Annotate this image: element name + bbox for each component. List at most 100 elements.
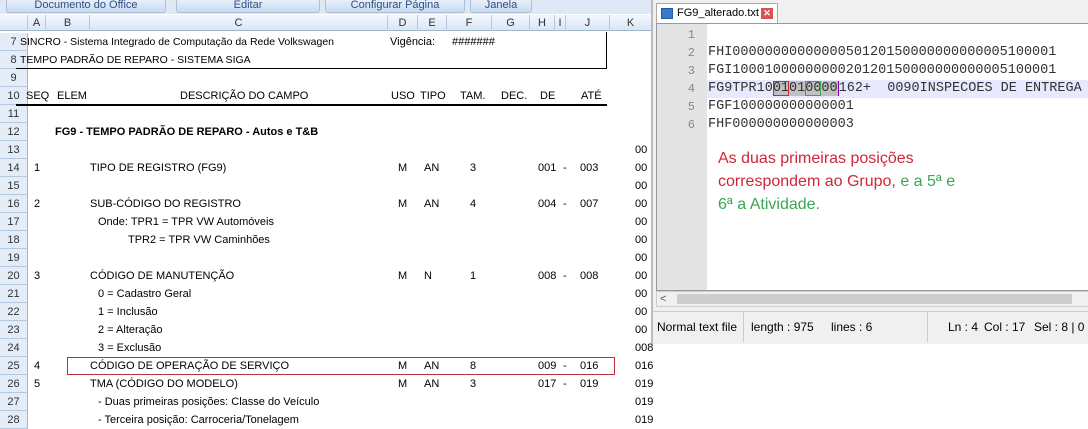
cell-ate[interactable]: 003: [580, 162, 599, 174]
cell-tipo[interactable]: AN: [424, 162, 440, 174]
row-header[interactable]: 19: [0, 249, 28, 267]
cell-sub[interactable]: 0 = Cadastro Geral: [98, 288, 192, 300]
row-header[interactable]: 18: [0, 231, 28, 249]
select-all-corner[interactable]: [0, 15, 28, 31]
cell-ate[interactable]: 008: [580, 270, 599, 282]
column-header-j[interactable]: J: [566, 15, 610, 31]
cell-tam[interactable]: 4: [470, 198, 477, 210]
menu-editar[interactable]: Editar: [176, 0, 320, 13]
row-header[interactable]: 24: [0, 339, 28, 357]
cell-seq[interactable]: 3: [34, 270, 41, 282]
cell-uso[interactable]: M: [398, 198, 408, 210]
row-header[interactable]: 21: [0, 285, 28, 303]
menu-configurar-pagina[interactable]: Configurar Página: [325, 0, 465, 13]
row-header[interactable]: 25: [0, 357, 28, 375]
cell-k[interactable]: 016: [635, 360, 654, 372]
cell-k[interactable]: 00: [635, 252, 648, 264]
cell-uso[interactable]: M: [398, 162, 408, 174]
cell-k[interactable]: 00: [635, 198, 648, 210]
row-header[interactable]: 22: [0, 303, 28, 321]
row-header[interactable]: 10: [0, 87, 28, 105]
cell-desc[interactable]: CÓDIGO DE OPERAÇÃO DE SERVIÇO: [90, 360, 290, 372]
cell-sub[interactable]: - Duas primeiras posições: Classe do Veí…: [98, 396, 320, 408]
column-header-f[interactable]: F: [447, 15, 492, 31]
row-header[interactable]: 16: [0, 195, 28, 213]
cell-tipo[interactable]: AN: [424, 198, 440, 210]
row-header[interactable]: 14: [0, 159, 28, 177]
column-header-b[interactable]: B: [46, 15, 90, 31]
column-header-g[interactable]: G: [492, 15, 530, 31]
row-header[interactable]: 28: [0, 411, 28, 429]
cell-tam[interactable]: 8: [470, 360, 477, 372]
cell-de[interactable]: 017: [538, 378, 557, 390]
column-header-k[interactable]: K: [626, 17, 635, 29]
cell-k[interactable]: 019: [635, 378, 654, 390]
cell-k[interactable]: 008: [635, 342, 654, 354]
column-header-e[interactable]: E: [418, 15, 447, 31]
cell-ate[interactable]: 019: [580, 378, 599, 390]
cell-de[interactable]: 004: [538, 198, 557, 210]
cell-k[interactable]: 00: [635, 324, 648, 336]
cell-dash[interactable]: -: [563, 198, 567, 210]
cell-ate[interactable]: 007: [580, 198, 599, 210]
cell-sub2[interactable]: TPR2 = TPR VW Caminhões: [128, 234, 270, 246]
cell-seq[interactable]: 5: [34, 378, 41, 390]
close-tab-icon[interactable]: ✕: [761, 8, 773, 19]
cell-sub[interactable]: - Terceira posição: Carroceria/Tonelagem: [98, 414, 299, 426]
cell-sub[interactable]: Onde: TPR1 = TPR VW Automóveis: [98, 216, 274, 228]
cell-desc[interactable]: TMA (CÓDIGO DO MODELO): [90, 378, 238, 390]
column-header-d[interactable]: D: [388, 15, 418, 31]
cell-k[interactable]: 00: [635, 288, 648, 300]
cell-k[interactable]: 00: [635, 234, 648, 246]
column-header-i[interactable]: I: [555, 15, 566, 31]
column-header-a[interactable]: A: [28, 15, 46, 31]
row-header[interactable]: 26: [0, 375, 28, 393]
menu-documento-office[interactable]: Documento do Office: [6, 0, 166, 13]
cell-k[interactable]: 019: [635, 396, 654, 408]
row-header[interactable]: 23: [0, 321, 28, 339]
cell-k[interactable]: 00: [635, 180, 648, 192]
cell-tam[interactable]: 1: [470, 270, 477, 282]
row-header[interactable]: 9: [0, 69, 28, 87]
cell-sub[interactable]: 1 = Inclusão: [98, 306, 158, 318]
scroll-left-icon[interactable]: <: [660, 293, 667, 305]
column-header-c[interactable]: C: [90, 15, 388, 31]
cell-ate[interactable]: 016: [580, 360, 599, 372]
cell-dash[interactable]: -: [563, 360, 567, 372]
row-header[interactable]: 13: [0, 141, 28, 159]
cell-sub[interactable]: 3 = Exclusão: [98, 342, 162, 354]
cell-k[interactable]: 019: [635, 414, 654, 426]
text-editor[interactable]: 1 2 3 4 5 6 FHI0000000000000050120150000…: [656, 23, 1088, 291]
cell-tipo[interactable]: AN: [424, 360, 440, 372]
cell-uso[interactable]: M: [398, 360, 408, 372]
cell-de[interactable]: 009: [538, 360, 557, 372]
cell-seq[interactable]: 1: [34, 162, 41, 174]
cell-uso[interactable]: M: [398, 378, 408, 390]
cell-dash[interactable]: -: [563, 378, 567, 390]
cell-seq[interactable]: 4: [34, 360, 41, 372]
cell-k[interactable]: 00: [635, 216, 648, 228]
cell-dash[interactable]: -: [563, 162, 567, 174]
cell-tam[interactable]: 3: [470, 162, 477, 174]
row-header[interactable]: 8: [0, 51, 28, 69]
row-header[interactable]: 27: [0, 393, 28, 411]
cell-tipo[interactable]: AN: [424, 378, 440, 390]
column-header-h[interactable]: H: [530, 15, 555, 31]
cell-desc[interactable]: SUB-CÓDIGO DO REGISTRO: [90, 198, 241, 210]
cell-k[interactable]: 00: [635, 306, 648, 318]
cell-k[interactable]: 00: [635, 270, 648, 282]
cell-k[interactable]: 00: [635, 162, 648, 174]
cell-de[interactable]: 008: [538, 270, 557, 282]
row-header[interactable]: 17: [0, 213, 28, 231]
cell-k[interactable]: 00: [635, 144, 648, 156]
menu-janela[interactable]: Janela: [470, 0, 532, 13]
cell-de[interactable]: 001: [538, 162, 557, 174]
tab-fg9-alterado[interactable]: FG9_alterado.txt ✕: [656, 3, 778, 23]
row-header[interactable]: 7: [0, 33, 28, 51]
row-header[interactable]: 15: [0, 177, 28, 195]
cell-tam[interactable]: 3: [470, 378, 477, 390]
cell-uso[interactable]: M: [398, 270, 408, 282]
scrollbar-thumb[interactable]: [677, 294, 1072, 304]
row-header[interactable]: 20: [0, 267, 28, 285]
row-header[interactable]: 11: [0, 105, 28, 123]
